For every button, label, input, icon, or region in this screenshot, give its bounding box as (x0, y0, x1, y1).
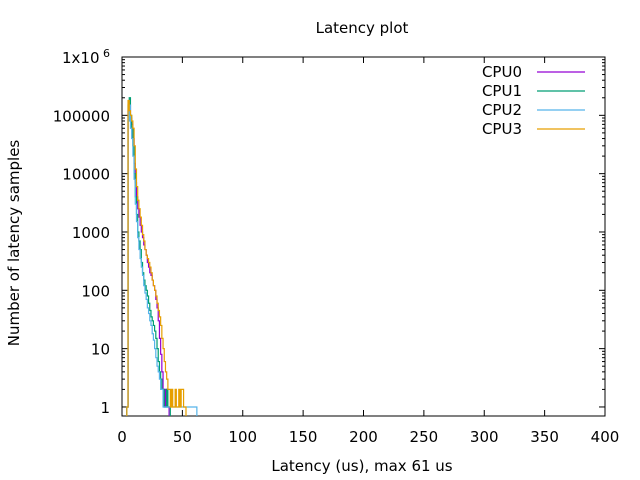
legend-label-cpu3: CPU3 (482, 120, 522, 138)
y-tick-label: 10000 (62, 166, 110, 184)
legend-label-cpu1: CPU1 (482, 82, 522, 100)
series-line-cpu3 (126, 99, 187, 416)
x-tick-label: 200 (349, 428, 378, 446)
plot-frame (121, 56, 606, 417)
y-axis-label: Number of latency samples (5, 140, 23, 347)
y-axis-ticks: 1 10 100 1000 10000 100000 1x10 6 (53, 47, 605, 417)
y-tick-label: 100000 (53, 107, 110, 125)
y-tick-label: 1x10 6 (62, 47, 110, 67)
x-tick-label: 300 (470, 428, 499, 446)
x-tick-label: 400 (591, 428, 620, 446)
y-tick-label: 100 (81, 282, 110, 300)
x-tick-label: 350 (530, 428, 559, 446)
chart-title: Latency plot (316, 19, 409, 37)
x-axis-label: Latency (us), max 61 us (271, 457, 452, 475)
x-tick-label: 250 (410, 428, 439, 446)
x-tick-label: 50 (173, 428, 192, 446)
x-tick-label: 0 (117, 428, 127, 446)
legend-label-cpu0: CPU0 (482, 63, 522, 81)
x-axis-ticks: 0 50 100 150 200 250 300 350 400 (117, 57, 619, 446)
legend-label-cpu2: CPU2 (482, 101, 522, 119)
y-tick-exponent: 6 (100, 47, 111, 60)
x-tick-label: 100 (228, 428, 257, 446)
y-tick-label: 10 (91, 341, 110, 359)
y-tick-label: 1000 (72, 224, 110, 242)
series-layer (126, 97, 198, 416)
series-line-cpu2 (126, 104, 198, 416)
y-tick-label: 1 (100, 399, 110, 417)
x-tick-label: 150 (289, 428, 318, 446)
